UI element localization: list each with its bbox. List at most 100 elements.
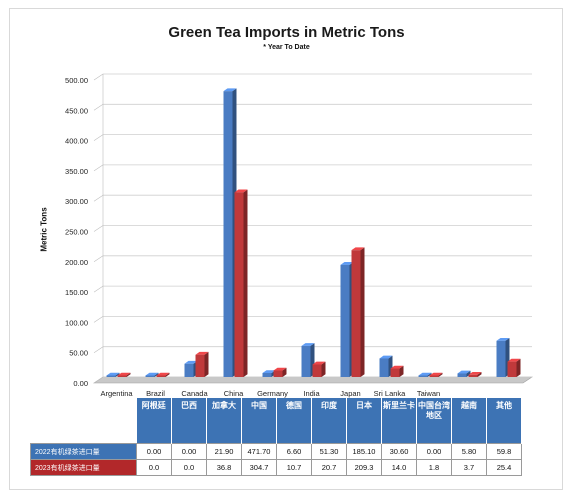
bar-side-canada-s2 [204, 351, 209, 377]
gridline-depth [93, 316, 104, 323]
bar-side-argentina-s1 [115, 372, 120, 377]
y-tick-label: 100.00 [65, 318, 88, 327]
y-tick-label: 0.00 [73, 379, 88, 388]
gridline-depth [93, 194, 104, 202]
bar-vietnam-series2 [468, 374, 478, 377]
table-value-cell: 20.7 [311, 459, 347, 476]
x-tick-label: India [303, 389, 320, 398]
bar-side-germany-s2 [282, 367, 287, 377]
bar-side-vietnam-s1 [466, 370, 471, 377]
bar-side-japan-s2 [360, 247, 365, 377]
bar-top-other-s2 [507, 358, 521, 362]
bar-top-sri-lanka-s1 [379, 355, 393, 359]
bar-brazil-series1 [145, 375, 155, 377]
x-tick-label: Canada [181, 389, 208, 398]
gridline-depth [93, 104, 104, 111]
bar-argentina-series1 [106, 375, 116, 377]
x-tick-label: Japan [340, 389, 360, 398]
bar-japan-series2 [351, 250, 361, 377]
bar-top-sri-lanka-s2 [390, 365, 404, 369]
bar-top-india-s1 [301, 343, 315, 346]
bar-top-vietnam-s1 [457, 370, 471, 374]
y-tick-label: 300.00 [65, 197, 88, 206]
y-axis-label: Metric Tons [39, 207, 49, 252]
bar-side-argentina-s2 [126, 372, 131, 377]
x-tick-label: Sri Lanka [374, 389, 407, 398]
bar-top-argentina-s1 [106, 372, 120, 376]
table-header-cell: 巴西 [171, 398, 207, 444]
gridline-depth [93, 376, 104, 384]
table-header-cell: 德国 [276, 398, 312, 444]
bar-top-china-s1 [223, 88, 237, 92]
table-value-cell: 3.7 [451, 459, 487, 476]
y-tick-label: 200.00 [65, 258, 88, 267]
table-value-cell: 0.00 [171, 443, 207, 460]
bar-sri-lanka-series1 [379, 358, 389, 377]
table-value-cell: 209.3 [346, 459, 382, 476]
bar-top-canada-s1 [184, 360, 198, 364]
table-value-cell: 51.30 [311, 443, 347, 460]
bar-sri-lanka-series2 [390, 368, 400, 377]
y-tick-label: 400.00 [65, 137, 88, 146]
bar-top-argentina-s2 [117, 372, 131, 376]
bar-taiwan-series2 [429, 375, 439, 377]
x-tick-label: Taiwan [417, 389, 440, 398]
bar-top-germany-s2 [273, 367, 287, 371]
table-value-cell: 0.0 [136, 459, 172, 476]
y-tick-label: 50.00 [69, 349, 88, 358]
data-table: 阿根廷 巴西 加拿大 中国 德国 印度 日本 斯里兰卡 中国台湾地区 越南 其他 2022有机绿茶进口… [30, 398, 522, 476]
bar-top-brazil-s1 [145, 372, 159, 376]
bar-china-series1 [223, 91, 233, 377]
bar-top-taiwan-s1 [418, 372, 432, 376]
y-tick-label: 350.00 [65, 167, 88, 176]
table-value-cell: 36.8 [206, 459, 242, 476]
bar-side-brazil-s2 [165, 372, 170, 377]
bar-side-china-s2 [243, 189, 248, 377]
x-tick-label: Germany [257, 389, 288, 398]
table-corner [31, 398, 137, 444]
table-header-cell: 斯里兰卡 [381, 398, 417, 444]
bar-side-taiwan-s2 [438, 372, 443, 377]
table-value-cell: 25.4 [486, 459, 522, 476]
bar-brazil-series2 [156, 375, 166, 377]
table-series-label: 2023有机绿茶进口量 [30, 459, 137, 476]
y-tick-label: 500.00 [65, 76, 88, 85]
y-tick-label: 450.00 [65, 106, 88, 115]
bar-germany-series2 [273, 370, 283, 377]
bar-side-taiwan-s1 [427, 372, 432, 377]
bar-germany-series1 [262, 373, 272, 377]
bar-other-series2 [507, 361, 517, 377]
bar-canada-series1 [184, 363, 194, 377]
table-value-cell: 1.8 [416, 459, 452, 476]
gridline-depth [93, 134, 104, 141]
table-header-cell: 阿根廷 [136, 398, 172, 444]
bar-side-india-s2 [321, 361, 326, 377]
bar-top-germany-s1 [262, 370, 276, 374]
bar-other-series1 [496, 340, 506, 377]
table-value-cell: 0.00 [416, 443, 452, 460]
bar-side-sri-lanka-s2 [399, 365, 404, 377]
y-tick-label: 250.00 [65, 228, 88, 237]
table-value-cell: 59.8 [486, 443, 522, 460]
table-header-cell: 其他 [486, 398, 522, 444]
y-tick-label: 150.00 [65, 288, 88, 297]
table-series-label: 2022有机绿茶进口量 [30, 443, 137, 460]
bar-top-brazil-s2 [156, 372, 170, 376]
gridline-depth [93, 255, 104, 263]
bar-india-series2 [312, 364, 322, 377]
table-header-cell: 越南 [451, 398, 487, 444]
bar-side-other-s2 [516, 358, 521, 377]
bar-top-japan-s2 [351, 247, 365, 251]
gridline-depth [93, 346, 104, 353]
bar-japan-series1 [340, 264, 350, 377]
table-header-cell: 日本 [346, 398, 382, 444]
chart-title: Green Tea Imports in Metric Tons [168, 24, 405, 41]
bar-top-taiwan-s2 [429, 372, 443, 376]
plot-floor [93, 376, 533, 384]
table-value-cell: 5.80 [451, 443, 487, 460]
table-value-cell: 21.90 [206, 443, 242, 460]
table-value-cell: 185.10 [346, 443, 382, 460]
bar-china-series2 [234, 192, 244, 377]
table-header-cell: 中国台湾地区 [416, 398, 452, 444]
